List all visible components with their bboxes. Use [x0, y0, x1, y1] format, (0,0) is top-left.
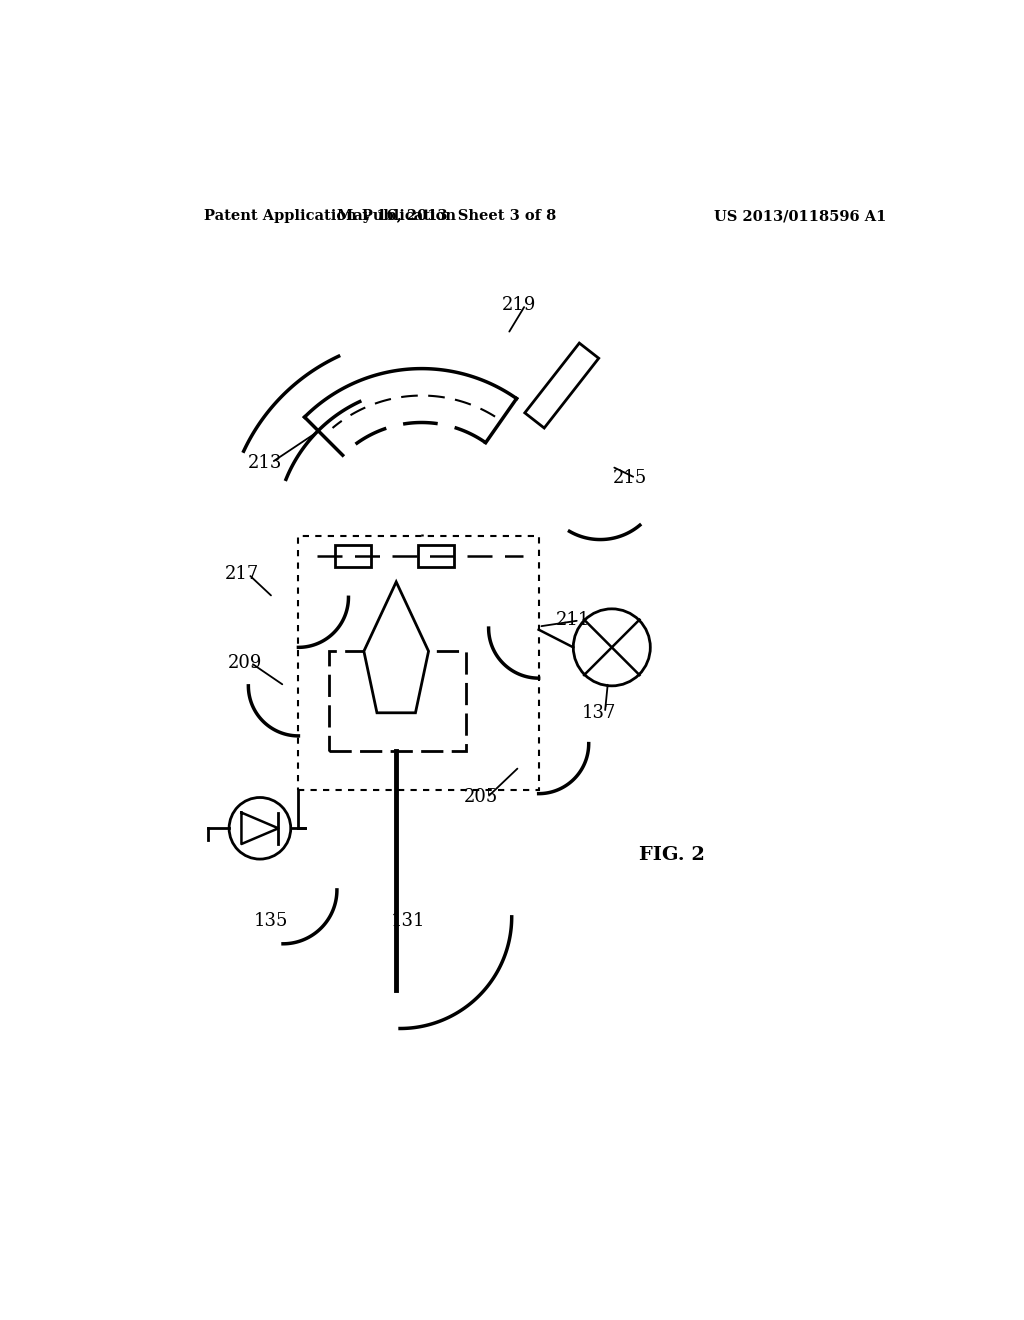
Polygon shape: [364, 582, 429, 713]
Text: US 2013/0118596 A1: US 2013/0118596 A1: [715, 209, 887, 223]
Bar: [418, 545, 454, 566]
Text: 213: 213: [248, 454, 283, 471]
Text: 217: 217: [225, 565, 259, 583]
Text: 209: 209: [227, 653, 262, 672]
Text: 131: 131: [390, 912, 425, 929]
Text: May 16, 2013  Sheet 3 of 8: May 16, 2013 Sheet 3 of 8: [337, 209, 556, 223]
Text: 215: 215: [612, 469, 646, 487]
Circle shape: [573, 609, 650, 686]
Text: 219: 219: [502, 296, 537, 314]
Polygon shape: [524, 343, 599, 428]
Text: 211: 211: [556, 611, 591, 630]
Text: 205: 205: [464, 788, 498, 807]
Text: 137: 137: [582, 704, 615, 722]
Bar: [330, 651, 466, 751]
Text: FIG. 2: FIG. 2: [639, 846, 705, 865]
Text: 135: 135: [254, 912, 288, 929]
Text: Patent Application Publication: Patent Application Publication: [204, 209, 456, 223]
Bar: [298, 536, 539, 789]
Circle shape: [229, 797, 291, 859]
Bar: [335, 545, 371, 566]
